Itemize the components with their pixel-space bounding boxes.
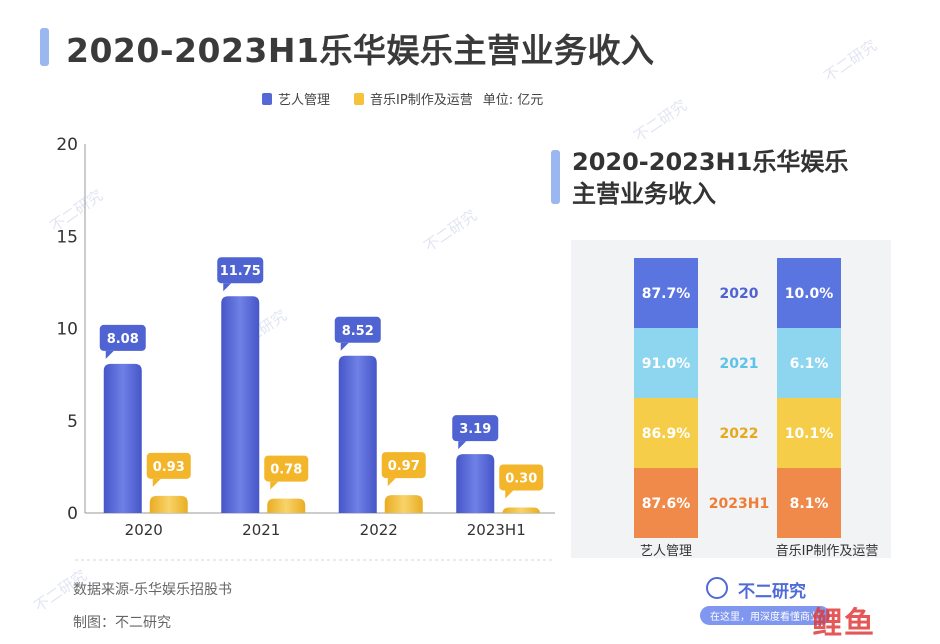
artist-value-bubble (99, 324, 146, 351)
music-value-bubble (381, 452, 426, 479)
artist-bar (456, 454, 495, 513)
artist-share-segment (634, 398, 698, 468)
x-tick-label: 2023H1 (467, 521, 526, 539)
x-tick-label: 2020 (125, 521, 163, 539)
share-column-label: 艺人管理 (640, 544, 692, 558)
brand-slogan: 在这里，用深度看懂商业 (700, 606, 830, 625)
artist-share-segment (634, 468, 698, 538)
footer-divider (75, 559, 555, 561)
y-tick-label: 5 (67, 412, 78, 432)
share-chart: 87.7% 91.0% 86.9% 87.6% 艺人管理 10.0% 6.1% 10.1% 8.… (634, 258, 879, 558)
music-share-label: 6.1% (790, 356, 829, 372)
music-value-label: 0.97 (388, 459, 420, 474)
artist-bar (221, 296, 260, 513)
music-value-bubble-tail (387, 478, 396, 487)
artist-value-bubble (334, 316, 381, 343)
artist-value-label: 8.52 (342, 324, 374, 339)
music-share-segment (777, 398, 841, 468)
music-value-bubble-tail (505, 490, 514, 499)
music-value-label: 0.78 (270, 463, 302, 478)
watermark: 不二研究 (630, 96, 691, 146)
music-value-bubble (146, 452, 191, 479)
share-year-label: 2020 (720, 286, 759, 302)
music-value-bubble-tail (270, 481, 279, 490)
y-tick-label: 20 (56, 135, 78, 155)
music-share-label: 10.0% (785, 286, 834, 302)
x-tick-label: 2022 (360, 521, 398, 539)
brand-name: 不二研究 (738, 582, 806, 602)
y-tick-label: 10 (56, 320, 78, 340)
music-bar (149, 495, 188, 513)
bar-chart: 0510152020208.080.93202111.750.7820228.5… (56, 135, 555, 539)
music-share-segment (777, 258, 841, 328)
y-tick-label: 15 (56, 227, 78, 247)
artist-share-label: 86.9% (642, 426, 691, 442)
watermark-stamp: 鲤鱼 (812, 606, 876, 641)
share-year-label: 2022 (720, 426, 759, 442)
artist-value-label: 11.75 (220, 264, 261, 279)
artist-value-bubble-tail (458, 441, 467, 450)
artist-bar (103, 363, 142, 513)
music-bar (384, 495, 423, 513)
artist-value-bubble (217, 257, 264, 284)
music-share-label: 8.1% (790, 496, 829, 512)
watermark: 不二研究 (820, 36, 881, 86)
artist-value-label: 3.19 (459, 422, 491, 437)
artist-value-label: 8.08 (107, 332, 139, 347)
artist-bar (338, 355, 377, 513)
x-tick-label: 2021 (242, 521, 280, 539)
legend-artist-label: 艺人管理 (278, 93, 331, 108)
share-year-label: 2023H1 (709, 496, 769, 512)
music-value-label: 0.30 (505, 471, 537, 486)
music-share-segment (777, 328, 841, 398)
side-panel-title: 2020-2023H1乐华娱乐主营业务收入 (572, 148, 849, 208)
brand-logo-icon (706, 577, 728, 599)
music-bar (267, 498, 306, 513)
artist-share-label: 87.6% (642, 496, 691, 512)
legend-music-label: 音乐IP制作及运营 (370, 93, 473, 108)
music-share-segment (777, 468, 841, 538)
artist-value-bubble (452, 415, 499, 442)
music-value-label: 0.93 (153, 460, 185, 475)
artist-value-bubble-tail (105, 350, 114, 359)
artist-share-segment (634, 258, 698, 328)
music-value-bubble (499, 464, 544, 491)
artist-value-bubble-tail (340, 342, 349, 351)
page-title: 2020-2023H1乐华娱乐主营业务收入 (66, 31, 655, 70)
artist-share-label: 87.7% (642, 286, 691, 302)
chart-credit-note: 制图：不二研究 (73, 615, 171, 631)
legend: 艺人管理 音乐IP制作及运营 单位: 亿元 (262, 89, 543, 108)
artist-share-segment (634, 328, 698, 398)
music-share-label: 10.1% (785, 426, 834, 442)
artist-share-label: 91.0% (642, 356, 691, 372)
music-value-bubble-tail (152, 478, 161, 487)
legend-music-swatch (354, 92, 365, 105)
music-value-bubble (264, 455, 309, 482)
data-source-note: 数据来源-乐华娱乐招股书 (73, 582, 233, 598)
share-column-label: 音乐IP制作及运营 (776, 543, 879, 558)
share-year-label: 2021 (720, 356, 759, 372)
music-bar (502, 507, 541, 515)
side-title-accent-bar (551, 150, 560, 204)
title-accent-bar (40, 28, 49, 66)
legend-unit-label: 单位: 亿元 (482, 93, 544, 108)
artist-value-bubble-tail (223, 283, 232, 292)
legend-artist-swatch (262, 92, 272, 105)
y-tick-label: 0 (67, 504, 78, 524)
